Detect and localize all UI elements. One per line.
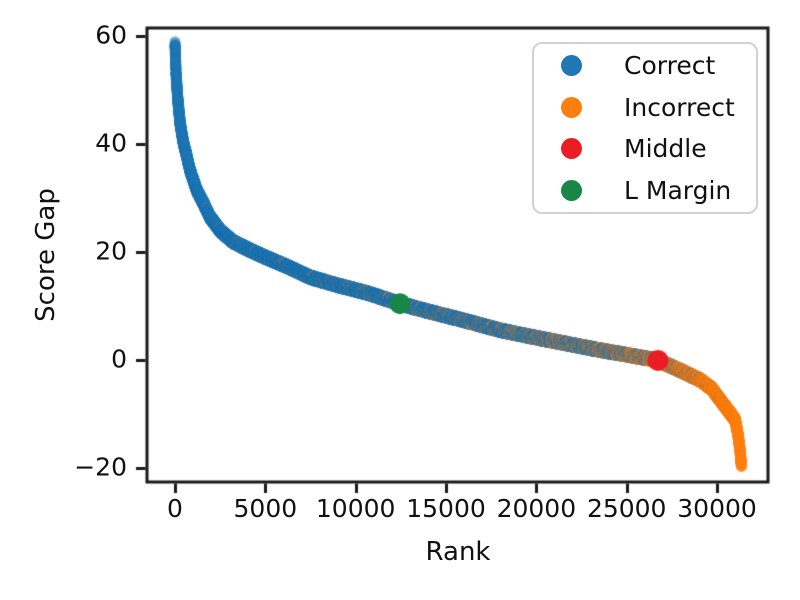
legend-label: L Margin bbox=[624, 175, 732, 205]
incorrect-marker-icon bbox=[561, 96, 582, 118]
y-tick-label: 0 bbox=[111, 344, 127, 374]
legend-label: Middle bbox=[624, 134, 707, 164]
x-tick-label: 10000 bbox=[315, 494, 396, 523]
legend-label: Incorrect bbox=[624, 92, 735, 122]
legend-item-incorrect: Incorrect bbox=[534, 87, 756, 127]
legend: Correct Incorrect Middle L Margin bbox=[532, 42, 758, 214]
legend-item-l-margin: L Margin bbox=[534, 170, 756, 210]
legend-label: Correct bbox=[624, 51, 716, 81]
x-axis-label: Rank bbox=[425, 537, 491, 567]
legend-item-correct: Correct bbox=[534, 46, 756, 86]
legend-item-middle: Middle bbox=[534, 129, 756, 169]
legend-list: Correct Incorrect Middle L Margin bbox=[534, 44, 756, 212]
x-tick-label: 0 bbox=[167, 494, 183, 523]
x-tick-label: 15000 bbox=[406, 494, 486, 523]
middle-marker-icon bbox=[561, 138, 582, 160]
y-tick-label: −20 bbox=[74, 452, 127, 482]
y-tick-label: 40 bbox=[95, 128, 127, 158]
x-tick-label: 25000 bbox=[586, 494, 667, 523]
l-margin-marker-icon bbox=[561, 179, 582, 201]
y-tick-label: 20 bbox=[95, 236, 127, 266]
x-tick-label: 30000 bbox=[677, 494, 757, 523]
correct-marker-icon bbox=[561, 55, 582, 77]
x-tick-label: 20000 bbox=[496, 494, 577, 523]
y-axis-label: Score Gap bbox=[31, 188, 61, 322]
x-tick-label: 5000 bbox=[233, 494, 298, 523]
y-tick-label: 60 bbox=[95, 20, 127, 50]
